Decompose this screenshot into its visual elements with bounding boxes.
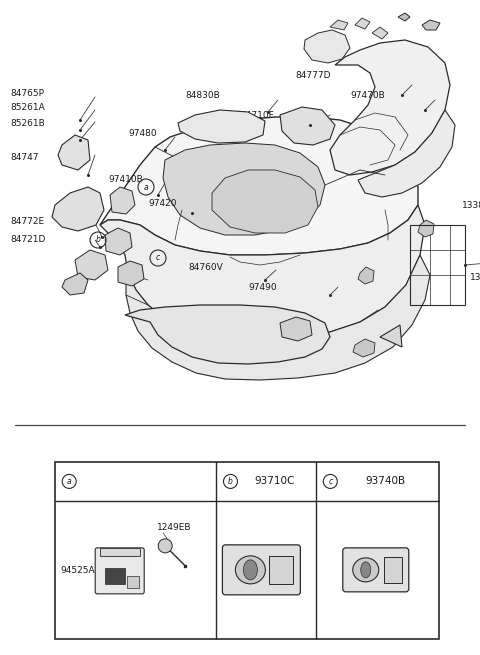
Ellipse shape [235,556,265,584]
Text: 93740B: 93740B [366,476,406,487]
Polygon shape [358,110,455,197]
Polygon shape [355,18,370,29]
Text: 1335CJ: 1335CJ [470,272,480,282]
Text: 1338AC: 1338AC [462,200,480,210]
Text: 97470B: 97470B [350,90,385,100]
Polygon shape [422,20,440,30]
Polygon shape [58,135,90,170]
Polygon shape [280,107,335,145]
Text: 84721D: 84721D [10,234,46,244]
Bar [127,576,139,588]
Polygon shape [52,187,104,231]
Text: 94525A: 94525A [60,567,95,575]
Polygon shape [304,30,350,63]
Text: 93710C: 93710C [254,476,295,487]
Polygon shape [212,170,318,233]
Polygon shape [118,261,144,286]
Polygon shape [372,27,388,39]
Polygon shape [75,250,108,280]
Bar [384,557,402,583]
Polygon shape [163,143,325,235]
Text: b: b [96,236,100,244]
Text: 84830B: 84830B [185,90,220,100]
Polygon shape [125,305,330,364]
Bar [100,548,140,556]
FancyBboxPatch shape [343,548,409,592]
Ellipse shape [361,562,371,578]
Polygon shape [126,255,430,380]
Circle shape [158,539,172,553]
Text: 1249EB: 1249EB [157,523,192,532]
Polygon shape [358,267,374,284]
Text: a: a [67,477,72,486]
FancyBboxPatch shape [95,548,144,594]
Text: 97480: 97480 [128,128,156,138]
Polygon shape [330,40,450,175]
Polygon shape [110,187,135,214]
Polygon shape [100,117,418,255]
Text: b: b [228,477,233,486]
Polygon shape [380,325,402,347]
Bar [55,462,439,639]
Bar [410,225,465,305]
Polygon shape [418,220,434,237]
Polygon shape [353,339,375,357]
Polygon shape [398,13,410,21]
Text: c: c [328,477,333,486]
Text: 97410B: 97410B [108,174,143,183]
Polygon shape [280,317,312,341]
Ellipse shape [353,558,379,582]
Polygon shape [330,20,348,30]
Text: 97420: 97420 [148,198,177,208]
Text: 97490: 97490 [248,282,276,291]
Bar [269,556,293,584]
Text: c: c [156,253,160,263]
Text: a: a [144,183,148,191]
Text: 84777D: 84777D [295,71,331,79]
FancyBboxPatch shape [222,545,300,595]
Polygon shape [105,228,132,255]
Text: 84747: 84747 [10,153,38,162]
Text: 84760V: 84760V [188,263,223,272]
Polygon shape [100,205,425,339]
Text: 84765P: 84765P [10,88,44,98]
Polygon shape [62,273,88,295]
Text: 84772E: 84772E [10,217,44,227]
Text: 85261B: 85261B [10,119,45,128]
Text: 85261A: 85261A [10,102,45,111]
Bar [105,568,125,584]
Ellipse shape [243,560,257,580]
Text: 84710F: 84710F [240,111,274,119]
Polygon shape [178,110,265,143]
